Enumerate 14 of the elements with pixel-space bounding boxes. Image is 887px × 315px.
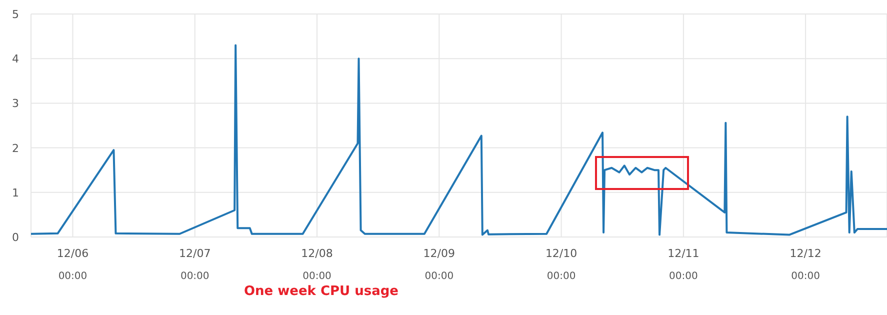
- y-tick-label: 0: [12, 231, 19, 244]
- y-tick-label: 1: [12, 186, 19, 200]
- x-tick-label: 12/07 00:00: [179, 247, 211, 282]
- x-tick-label: 12/06 00:00: [56, 247, 89, 282]
- y-tick-label: 5: [12, 8, 19, 21]
- x-tick-label: 12/10 00:00: [545, 247, 578, 282]
- text: One week CPU usage: [244, 284, 399, 299]
- y-tick-label: 2: [12, 142, 19, 155]
- y-tick-label: 3: [12, 97, 19, 110]
- y-tick-label: 4: [12, 52, 19, 66]
- x-tick-label: 12/08 00:00: [301, 247, 333, 282]
- x-tick-label: 12/11 00:00: [668, 247, 700, 282]
- x-tick-label: 12/12 00:00: [790, 247, 822, 282]
- x-tick-label: 12/09 00:00: [423, 247, 456, 282]
